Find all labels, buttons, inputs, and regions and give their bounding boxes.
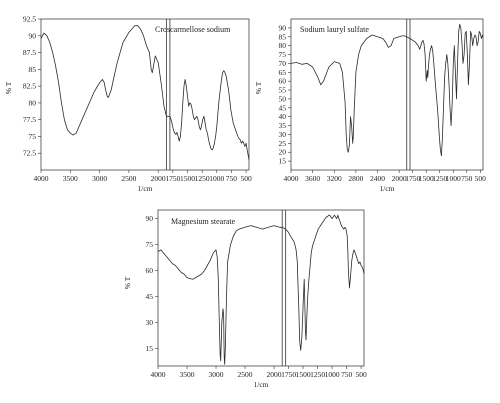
y-tick-label: 30 [279, 130, 287, 139]
x-tick-label: 3500 [180, 370, 195, 379]
panel-title: Croscarmellose sodium [155, 25, 231, 34]
y-tick-label: 72.5 [23, 149, 36, 158]
x-tick-label: 1500 [180, 174, 195, 183]
y-tick-label: 45 [146, 292, 154, 301]
y-tick-label: 85 [29, 65, 37, 74]
x-tick-label: 3500 [63, 174, 78, 183]
x-tick-label: 500 [355, 370, 367, 379]
x-tick-label: 2000 [392, 174, 407, 183]
x-tick-label: 4000 [151, 370, 166, 379]
y-tick-label: 55 [279, 86, 287, 95]
y-tick-label: 40 [279, 112, 287, 121]
spectrum-line [157, 214, 365, 365]
x-tick-label: 750 [461, 174, 473, 183]
y-tick-label: 20 [279, 148, 287, 157]
x-tick-label: 1750 [281, 370, 296, 379]
x-tick-label: 500 [475, 174, 487, 183]
y-tick-label: 90 [29, 31, 37, 40]
x-tick-label: 2500 [121, 174, 136, 183]
y-axis-label: % T [254, 81, 263, 94]
y-tick-label: 82.5 [23, 82, 36, 91]
x-tick-label: 500 [240, 174, 252, 183]
x-tick-label: 1750 [165, 174, 180, 183]
x-tick-label: 4000 [284, 174, 299, 183]
y-tick-label: 30 [146, 318, 154, 327]
y-tick-label: 50 [279, 94, 287, 103]
x-tick-label: 1250 [432, 174, 447, 183]
x-tick-label: 1250 [310, 370, 325, 379]
y-tick-label: 92.5 [23, 15, 36, 24]
y-tick-label: 15 [146, 344, 154, 353]
croscarmellose-sodium-panel: 72.5 75 77.5 80 82.5 85 87.5 90 92.5 4000 3500 3000… [4, 15, 252, 194]
x-tick-label: 1000 [325, 370, 340, 379]
magnesium-stearate-panel: 15 30 45 60 75 90 4000 3500 3000 2500 2000 1750 1500… [123, 209, 367, 389]
y-tick-label: 80 [279, 41, 287, 50]
x-tick-label: 3200 [327, 174, 342, 183]
x-tick-label: 750 [226, 174, 238, 183]
panel-title: Magnesium stearate [171, 217, 236, 226]
plot-frame [290, 18, 484, 171]
x-tick-label: 1000 [446, 174, 461, 183]
x-tick-label: 2800 [348, 174, 363, 183]
y-tick-label: 77.5 [23, 115, 36, 124]
y-tick-label: 75 [29, 132, 37, 141]
x-tick-label: 3000 [92, 174, 107, 183]
y-tick-label: 85 [279, 32, 287, 41]
y-tick-label: 70 [279, 59, 287, 68]
y-tick-label: 15 [279, 157, 287, 166]
x-axis-label: 1/cm [138, 184, 153, 193]
x-tick-label: 750 [341, 370, 353, 379]
x-tick-label: 3600 [305, 174, 320, 183]
x-tick-label: 2000 [151, 174, 166, 183]
x-tick-label: 2400 [370, 174, 385, 183]
y-tick-label: 87.5 [23, 48, 36, 57]
y-tick-label: 65 [279, 68, 287, 77]
x-axis-label: 1/cm [380, 184, 395, 193]
x-tick-label: 3000 [209, 370, 224, 379]
y-tick-label: 25 [279, 139, 287, 148]
x-tick-label: 1500 [296, 370, 311, 379]
y-tick-label: 45 [279, 103, 287, 112]
spectrum-line [40, 25, 250, 160]
x-tick-label: 2500 [238, 370, 253, 379]
y-tick-label: 90 [146, 214, 154, 223]
plot-frame [157, 209, 365, 367]
y-tick-label: 75 [146, 240, 154, 249]
x-tick-label: 2000 [267, 370, 282, 379]
y-axis-label: % T [4, 81, 13, 94]
y-axis-label: % T [123, 276, 132, 289]
y-tick-label: 60 [279, 77, 287, 86]
y-tick-label: 75 [279, 50, 287, 59]
y-tick-label: 35 [279, 121, 287, 130]
x-tick-label: 4000 [34, 174, 49, 183]
panel-title: Sodium lauryl sulfate [300, 25, 369, 34]
y-tick-label: 80 [29, 98, 37, 107]
x-tick-label: 1500 [419, 174, 434, 183]
spectrum-line [290, 23, 484, 157]
x-tick-label: 1750 [405, 174, 420, 183]
x-tick-label: 1250 [195, 174, 210, 183]
x-tick-label: 1000 [209, 174, 224, 183]
plot-frame [40, 18, 250, 171]
y-tick-label: 60 [146, 266, 154, 275]
x-axis-label: 1/cm [254, 380, 269, 389]
y-tick-label: 90 [279, 23, 287, 32]
